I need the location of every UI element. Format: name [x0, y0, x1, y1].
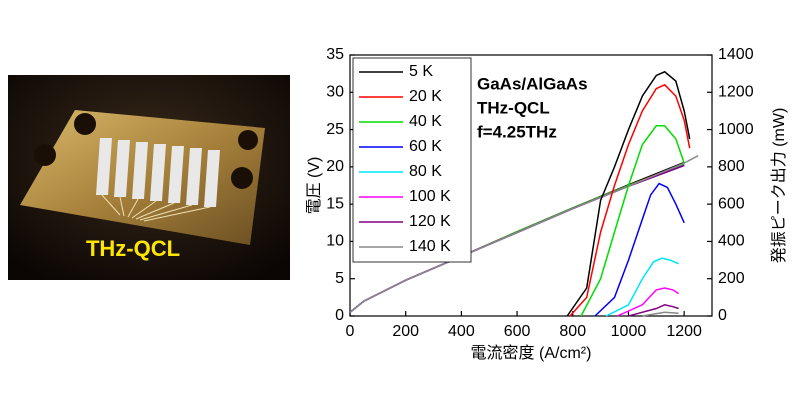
y-tick-label: 10 [326, 233, 344, 250]
data-line [569, 83, 691, 317]
x-tick-label: 400 [448, 323, 475, 340]
mount-hole [34, 144, 56, 166]
y-tick-label: 20 [326, 158, 344, 175]
data-line [566, 70, 691, 317]
annotation: GaAs/AlGaAs [477, 74, 588, 93]
y-tick-label: 0 [335, 307, 344, 324]
mount-hole [74, 113, 96, 135]
data-line [628, 304, 679, 317]
photo: THz-QCL [8, 75, 290, 280]
x-tick-label: 600 [504, 323, 531, 340]
legend-label: 60 K [409, 138, 442, 155]
y-tick-label: 30 [326, 84, 344, 101]
y-axis-label: 電圧 (V) [306, 157, 323, 215]
data-line [642, 311, 679, 317]
x-axis-label: 電流密度 (A/cm²) [471, 344, 592, 362]
legend-box [352, 57, 472, 263]
y2-tick-label: 200 [718, 270, 745, 287]
mount-hole [238, 130, 258, 150]
bond-wires [101, 194, 211, 222]
annotation: THz-QCL [477, 98, 550, 117]
y-tick-label: 15 [326, 195, 344, 212]
data-line [616, 287, 680, 317]
chart: 0 200 400 600 800 1000 1200 0 5 10 15 20 25 30 35 0 200 4… [306, 46, 788, 362]
legend-label: 5 K [409, 63, 433, 80]
annotation: f=4.25THz [477, 122, 557, 141]
y2-tick-label: 400 [718, 233, 745, 250]
y-tick-label: 35 [326, 46, 344, 63]
x-tick-label: 0 [346, 323, 355, 340]
x-tick-label: 1200 [666, 323, 702, 340]
y-tick-label: 5 [335, 270, 344, 287]
y2-tick-label: 1400 [718, 46, 754, 63]
data-line [594, 182, 685, 317]
legend-label: 120 K [409, 213, 451, 230]
y2-tick-label: 0 [718, 307, 727, 324]
pads [96, 138, 220, 207]
y2-tick-label: 600 [718, 195, 745, 212]
x-tick-label: 200 [392, 323, 419, 340]
legend-label: 20 K [409, 88, 442, 105]
y-tick-label: 25 [326, 121, 344, 138]
y2-tick-label: 1000 [718, 121, 754, 138]
x-tick-label: 1000 [611, 323, 647, 340]
plot-frame [349, 54, 713, 317]
legend-label: 40 K [409, 113, 442, 130]
legend-label: 140 K [409, 238, 451, 255]
legend-label: 100 K [409, 188, 451, 205]
data-line [605, 257, 679, 317]
y2-axis-label: 発振ピーク出力 (mW) [770, 108, 788, 264]
x-tick-label: 800 [559, 323, 586, 340]
y2-tick-label: 800 [718, 158, 745, 175]
y2-tick-label: 1200 [718, 84, 754, 101]
mount-hole [231, 167, 253, 189]
data-line [580, 125, 685, 317]
data-line [349, 155, 699, 313]
legend-label: 80 K [409, 163, 442, 180]
photo-label: THz-QCL [86, 236, 180, 261]
